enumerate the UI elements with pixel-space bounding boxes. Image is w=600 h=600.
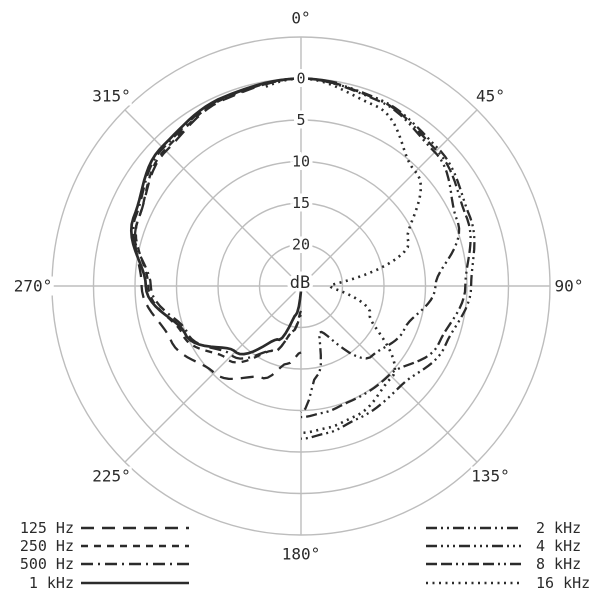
center-db-label: dB (290, 273, 310, 293)
legend-item-16khz: 16 kHz (424, 574, 590, 592)
ring-label-5: 5 (296, 111, 305, 129)
legend-item-125hz: 125 Hz (18, 519, 191, 537)
legend-item-2khz: 2 kHz (424, 519, 581, 537)
angle-label-270: 270° (12, 276, 54, 296)
legend-label: 4 kHz (536, 537, 582, 555)
legend-item-4khz: 4 kHz (424, 537, 581, 555)
angle-label-135: 135° (470, 466, 511, 485)
legend-label: 2 kHz (536, 519, 582, 537)
ring-label-0: 0 (296, 70, 305, 88)
angle-label-0: 0° (290, 8, 312, 28)
legend-item-250hz: 250 Hz (18, 537, 191, 555)
angle-label-225: 225° (91, 466, 132, 485)
legend-label: 16 kHz (536, 574, 591, 592)
ring-label-15: 15 (292, 194, 310, 212)
angle-label-315: 315° (91, 86, 132, 106)
polar-curves (129, 77, 476, 440)
legend-item-1khz: 1 kHz (18, 574, 191, 592)
angle-label-90: 90° (553, 276, 585, 296)
legend-item-500hz: 500 Hz (18, 555, 191, 573)
ring-label-10: 10 (292, 153, 310, 171)
angle-label-180: 180° (280, 544, 322, 564)
angle-label-45: 45° (475, 86, 506, 106)
polar-curve-2khz (265, 77, 461, 414)
legend-label: 8 kHz (536, 555, 582, 573)
grid-spoke-135 (124, 109, 478, 463)
legend-label: 125 Hz (19, 519, 74, 537)
legend-item-8khz: 8 kHz (424, 555, 581, 573)
legend-label: 1 kHz (28, 574, 74, 592)
polar-curve-4khz (265, 77, 476, 440)
polar-curve-250hz (134, 77, 337, 364)
radial-axis-labels: 0 5 10 15 20 dB (286, 66, 313, 297)
polar-curve-125hz (133, 77, 337, 381)
polar-curve-1khz (129, 77, 338, 356)
legend-label: 250 Hz (19, 537, 74, 555)
legend-label: 500 Hz (19, 555, 74, 573)
polar-curve-16khz (265, 77, 423, 435)
ring-label-20: 20 (292, 236, 310, 254)
